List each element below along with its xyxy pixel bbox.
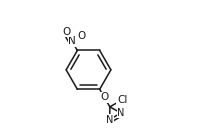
Text: N: N (106, 115, 113, 125)
Text: O: O (78, 31, 86, 41)
Text: N: N (117, 108, 125, 118)
Text: O: O (100, 92, 108, 102)
Text: O: O (62, 27, 71, 37)
Text: N: N (68, 36, 76, 46)
Text: Cl: Cl (117, 95, 127, 105)
